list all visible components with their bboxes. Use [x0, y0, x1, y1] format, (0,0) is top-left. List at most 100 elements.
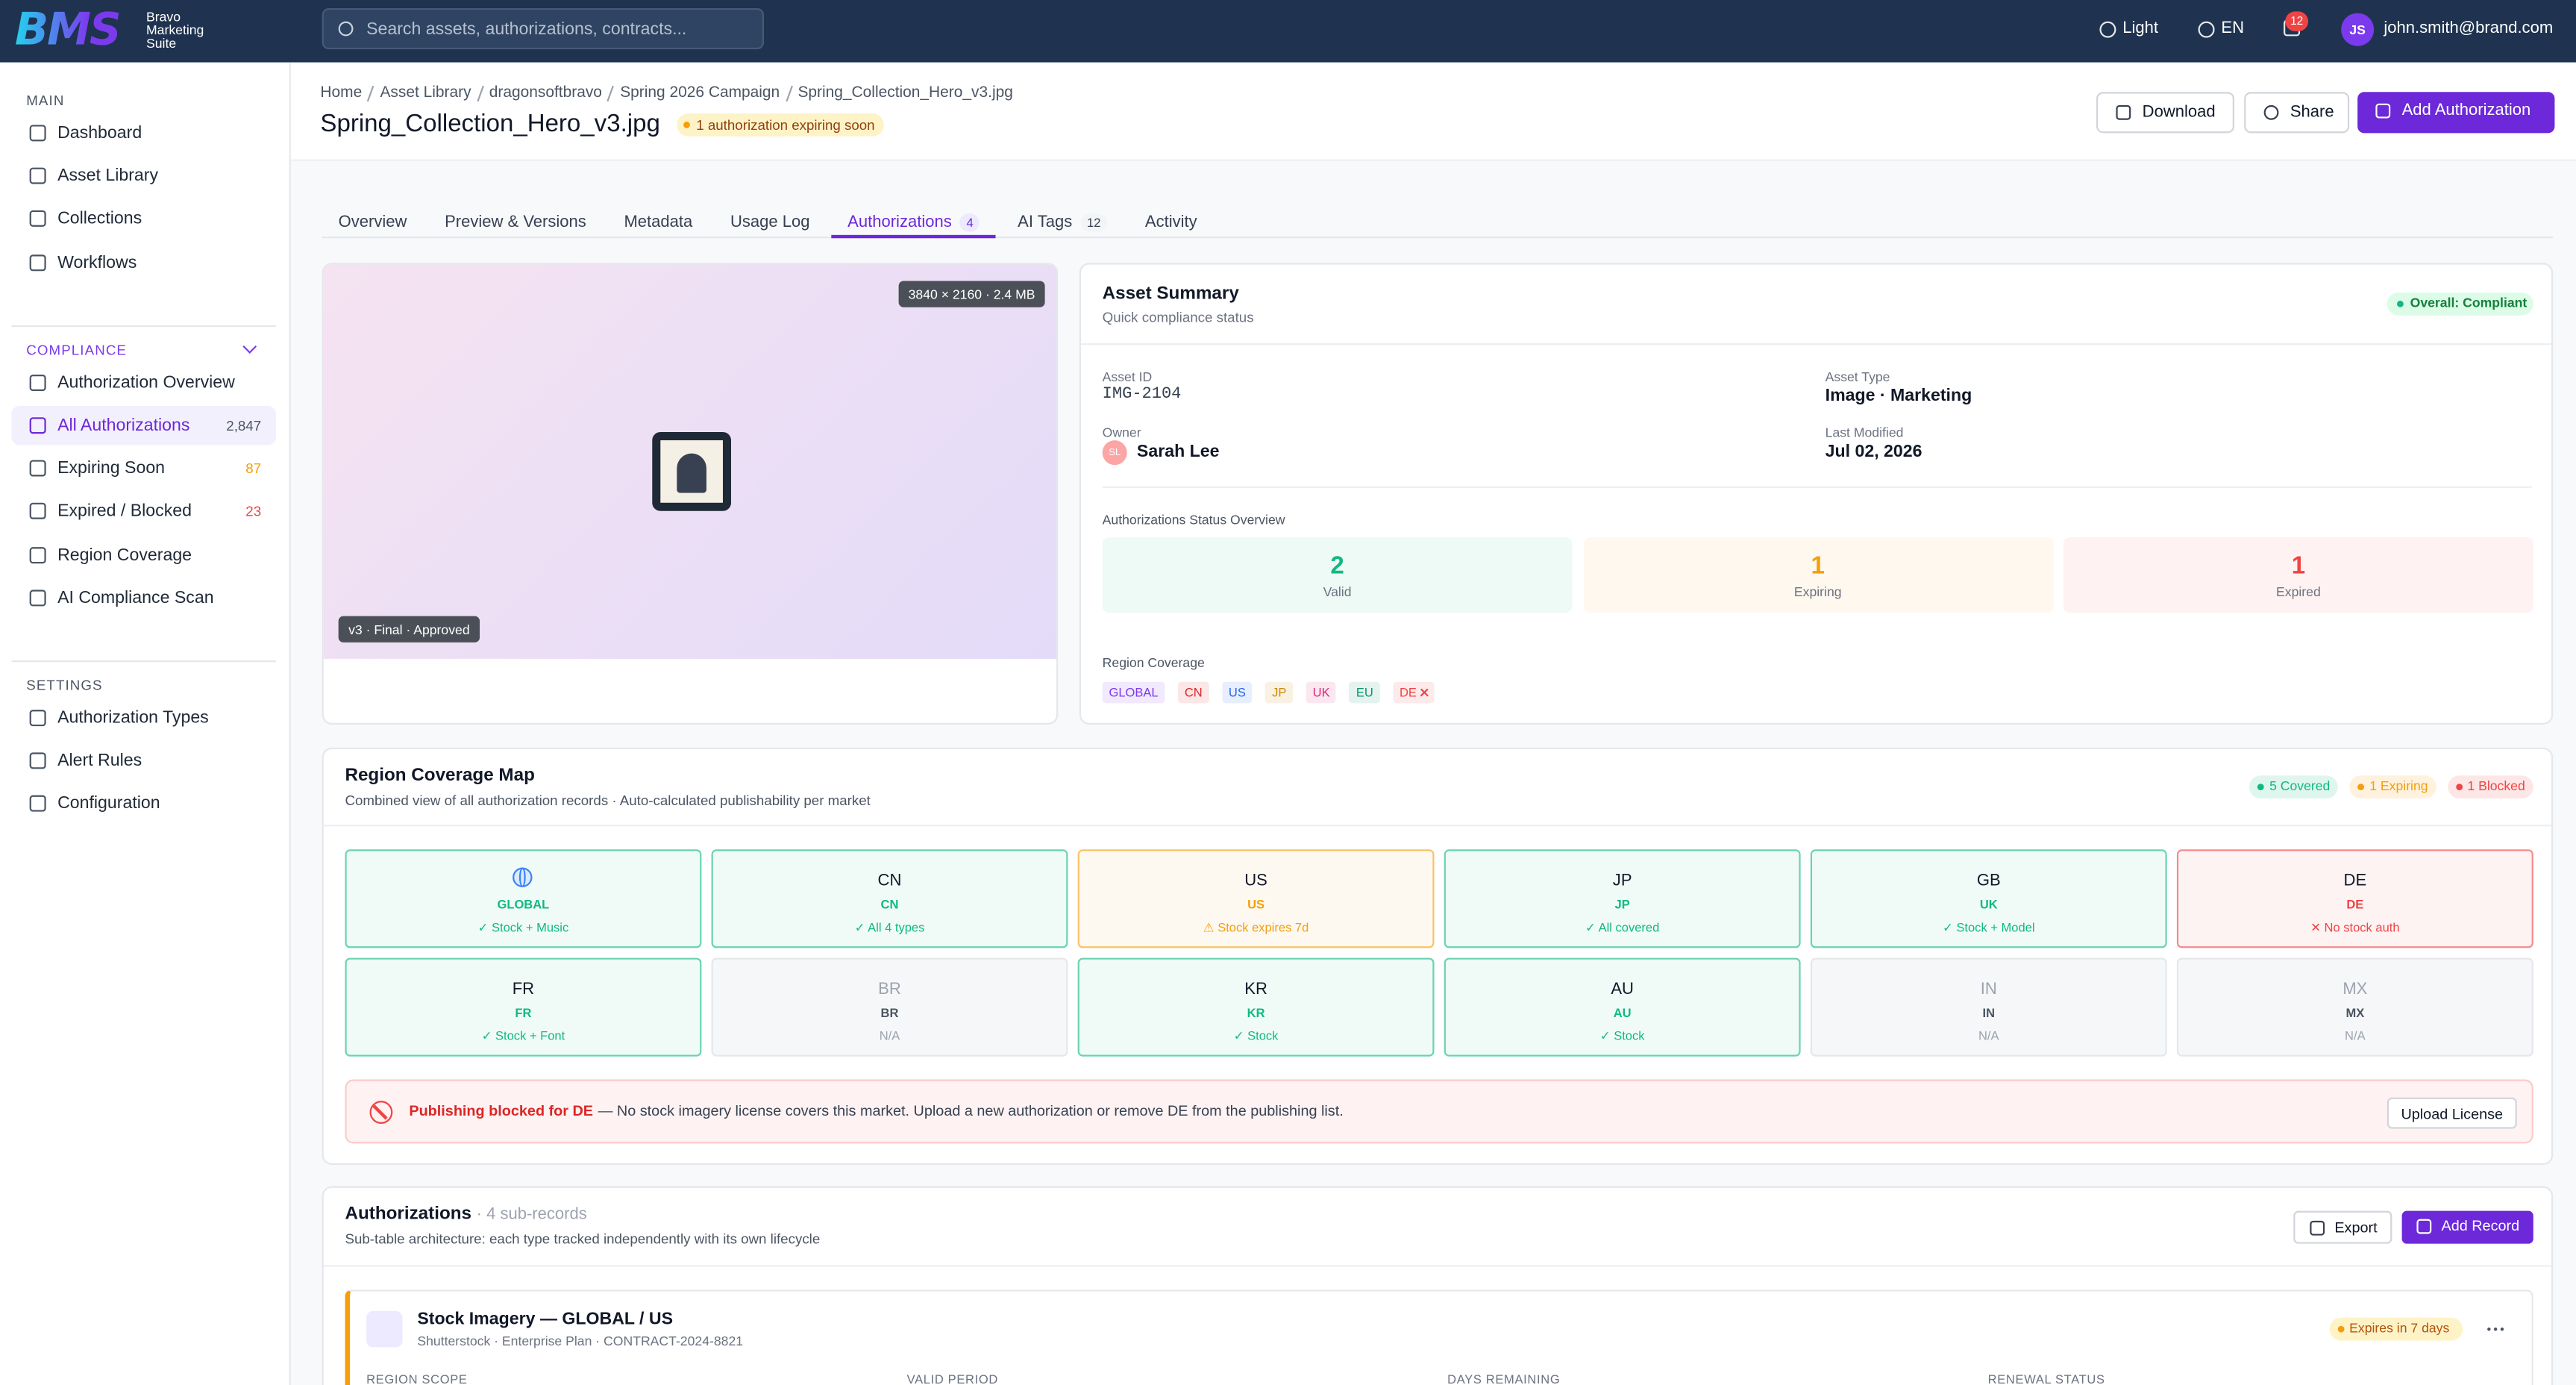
icon	[29, 167, 46, 185]
nav-item[interactable]: AI Compliance Scan	[11, 578, 276, 618]
nav-item[interactable]: Authorization Overview	[11, 363, 276, 402]
region-cell: BR BR N/A	[711, 957, 1068, 1057]
tab[interactable]: AI Tags 12	[1001, 189, 1124, 238]
status-label: Valid	[1323, 584, 1352, 600]
icon	[2198, 21, 2215, 38]
owner-avatar: SL	[1102, 440, 1127, 466]
language[interactable]: EN	[2221, 19, 2244, 38]
theme-toggle[interactable]: Light	[2122, 19, 2159, 38]
field-value: Jul 02, 2026	[1825, 442, 1922, 462]
region-sub: CN	[880, 897, 899, 912]
tab-label: Authorizations	[847, 213, 952, 232]
field-label: Last Modified	[1825, 425, 1904, 441]
record-card: Stock Imagery — GLOBAL / US Shutterstock …	[345, 1289, 2533, 1385]
user-email[interactable]: john.smith@brand.com	[2384, 19, 2554, 38]
nav-count: 87	[245, 460, 262, 477]
compliance-badge: Overall: Compliant	[2387, 292, 2533, 316]
icon	[29, 460, 46, 477]
coverage-badge: 1 Blocked	[2447, 775, 2533, 799]
region-sub: UK	[1979, 897, 1998, 912]
expiry-badge: 1 authorization expiring soon	[676, 113, 885, 137]
nav-item[interactable]: Expired / Blocked 23	[11, 492, 276, 531]
tab[interactable]: Usage Log	[714, 189, 827, 238]
tab[interactable]: Authorizations 4	[831, 189, 997, 239]
header-button[interactable]: Share	[2244, 92, 2350, 134]
avatar[interactable]: JS	[2341, 13, 2375, 46]
summary-card: Asset Summary Quick compliance status Over…	[1079, 263, 2554, 725]
region-note: ✓ Stock + Music	[477, 919, 569, 935]
icon	[29, 125, 46, 142]
nav-item[interactable]: Collections	[11, 199, 276, 239]
region-sub: GLOBAL	[497, 897, 550, 912]
divider	[323, 1265, 2552, 1267]
dot	[683, 121, 690, 128]
auth-button[interactable]: Add Record	[2401, 1210, 2533, 1244]
dot	[2337, 1325, 2345, 1333]
nav-label: Expired / Blocked	[57, 501, 192, 522]
icon	[2116, 104, 2131, 120]
tab[interactable]: Activity	[1129, 189, 1214, 238]
divider	[11, 660, 276, 663]
coverage-card: Region Coverage Map Combined view of all …	[322, 747, 2554, 1166]
tab[interactable]: Overview	[322, 189, 424, 238]
summary-subtitle: Quick compliance status	[1102, 308, 1254, 325]
region-note: ✓ All covered	[1585, 919, 1660, 935]
upload-button[interactable]: Upload License	[2387, 1097, 2517, 1129]
breadcrumb-item[interactable]: Spring 2026 Campaign	[620, 84, 780, 102]
nav-item[interactable]: Authorization Types	[11, 698, 276, 738]
icon	[338, 21, 354, 37]
block-icon	[369, 1101, 393, 1124]
nav-item[interactable]: Alert Rules	[11, 741, 276, 781]
nav-item[interactable]: Expiring Soon 87	[11, 448, 276, 488]
region-chip: UK	[1306, 681, 1337, 704]
breadcrumb-item[interactable]: dragonsoftbravo	[489, 84, 602, 102]
nav-item[interactable]: Region Coverage	[11, 535, 276, 575]
region-sub: JP	[1614, 897, 1630, 912]
region-cell: KR KR ✓ Stock	[1077, 957, 1435, 1057]
region-note: N/A	[1978, 1028, 1999, 1044]
page-header: Home Asset Library dragonsoftbravo Spring 2…	[290, 62, 2576, 161]
divider	[11, 325, 276, 327]
menu-dot	[2493, 1327, 2498, 1331]
header-button[interactable]: Add Authorization	[2357, 92, 2555, 134]
nav-item[interactable]: Dashboard	[11, 113, 276, 153]
icon	[29, 752, 46, 769]
status-overview-label: Authorizations Status Overview	[1102, 512, 1285, 528]
nav-item[interactable]: Workflows	[11, 243, 276, 282]
icon	[2310, 1220, 2325, 1236]
nav-label: Alert Rules	[57, 751, 142, 772]
region-cell: MX MX N/A	[2176, 957, 2533, 1057]
tab-bar: Overview Preview & Versions Metadata Usage …	[322, 189, 2554, 239]
field-label: Owner	[1102, 425, 1141, 441]
search-box[interactable]: Search assets, authorizations, contracts…	[322, 8, 765, 50]
status-count: 2	[1330, 551, 1344, 581]
auth-button[interactable]: Export	[2293, 1210, 2392, 1244]
nav-item[interactable]: Configuration	[11, 784, 276, 824]
nav-item[interactable]: Asset Library	[11, 157, 276, 196]
header-button[interactable]: Download	[2096, 92, 2234, 134]
icon	[29, 417, 46, 434]
dot	[2455, 784, 2463, 791]
divider	[1081, 343, 2552, 346]
status-label: Expired	[2276, 584, 2321, 600]
nav-label: AI Compliance Scan	[57, 587, 214, 608]
tab[interactable]: Preview & Versions	[428, 189, 603, 238]
region-note: ✕ No stock auth	[2310, 919, 2400, 935]
tab[interactable]: Metadata	[607, 189, 709, 238]
nav-item[interactable]: All Authorizations 2,847	[11, 405, 276, 445]
brand-name: Marketing	[145, 22, 204, 38]
nav-label: Dashboard	[57, 123, 142, 143]
notification-count[interactable]: 12	[2285, 11, 2309, 31]
icon	[2099, 21, 2116, 38]
tab-label: Metadata	[624, 213, 693, 232]
breadcrumb-item[interactable]: Home	[320, 84, 363, 102]
coverage-subtitle: Combined view of all authorization recor…	[345, 792, 871, 809]
tab-label: Overview	[338, 213, 407, 232]
region-note: ✓ All 4 types	[854, 919, 925, 935]
top-bar: BMS Bravo Marketing Suite Search assets, aut…	[0, 0, 2576, 63]
region-note: ✓ Stock	[1599, 1028, 1645, 1044]
icon	[29, 710, 46, 727]
breadcrumb-item[interactable]: Asset Library	[380, 84, 471, 102]
region-note: N/A	[2345, 1028, 2366, 1044]
